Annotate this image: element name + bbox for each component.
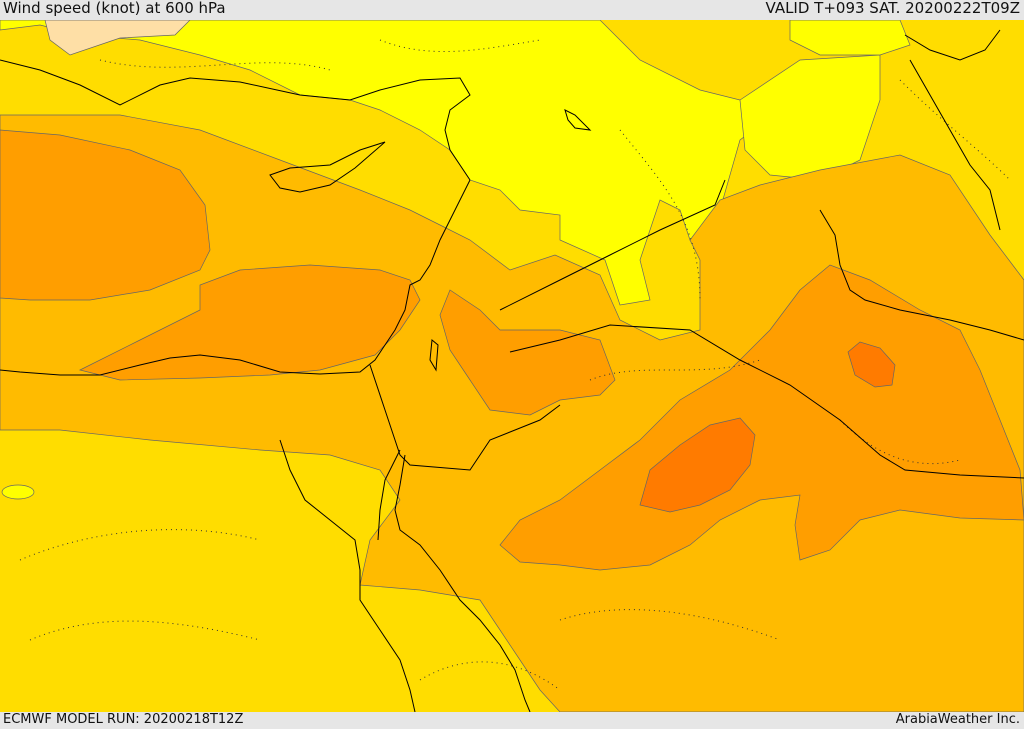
band-light-north-east (789, 20, 911, 56)
band-orange-east (499, 264, 1024, 571)
lake-north (564, 109, 592, 131)
coastline-gulf-of-suez (377, 449, 401, 541)
coastline-red-sea-east (394, 454, 531, 712)
coastline-turkey (0, 59, 471, 181)
coastline-east (909, 59, 1001, 231)
top-bar: Wind speed (knot) at 600 hPa VALID T+093… (0, 0, 1024, 20)
band-dark-orange-patch (847, 341, 896, 388)
band-light-north (0, 20, 781, 306)
weather-map (0, 20, 1024, 712)
coastlines-and-borders (0, 29, 1024, 712)
coastline-north-africa (0, 354, 321, 376)
dotted-streamlines (19, 39, 1011, 691)
coastline-caspian (904, 29, 1001, 61)
model-run: ECMWF MODEL RUN: 20200218T12Z (3, 712, 244, 727)
bottom-bar: ECMWF MODEL RUN: 20200218T12Z ArabiaWeat… (0, 712, 1024, 729)
coastline-levant (319, 179, 471, 375)
border-iraq-syria (499, 179, 726, 311)
coastline-persian-gulf (819, 209, 1024, 341)
band-orange-central (78, 264, 421, 381)
band-orange-west (0, 129, 211, 301)
valid-time: VALID T+093 SAT. 20200222T09Z (765, 0, 1020, 17)
band-light-patch-west (1, 484, 35, 500)
credit: ArabiaWeather Inc. (895, 712, 1020, 727)
coastline-red-sea-west (279, 439, 416, 712)
coastline-cyprus (269, 141, 386, 193)
band-orange-levant (439, 289, 616, 416)
border-egypt (369, 364, 561, 471)
band-amber-main (0, 114, 1024, 712)
dead-sea (429, 339, 439, 372)
band-pale-top-left (44, 20, 191, 56)
map-title: Wind speed (knot) at 600 hPa (3, 0, 226, 17)
band-dark-orange-core (639, 417, 756, 513)
band-light-east (739, 54, 881, 181)
border-jordan-saudi (509, 324, 1024, 479)
